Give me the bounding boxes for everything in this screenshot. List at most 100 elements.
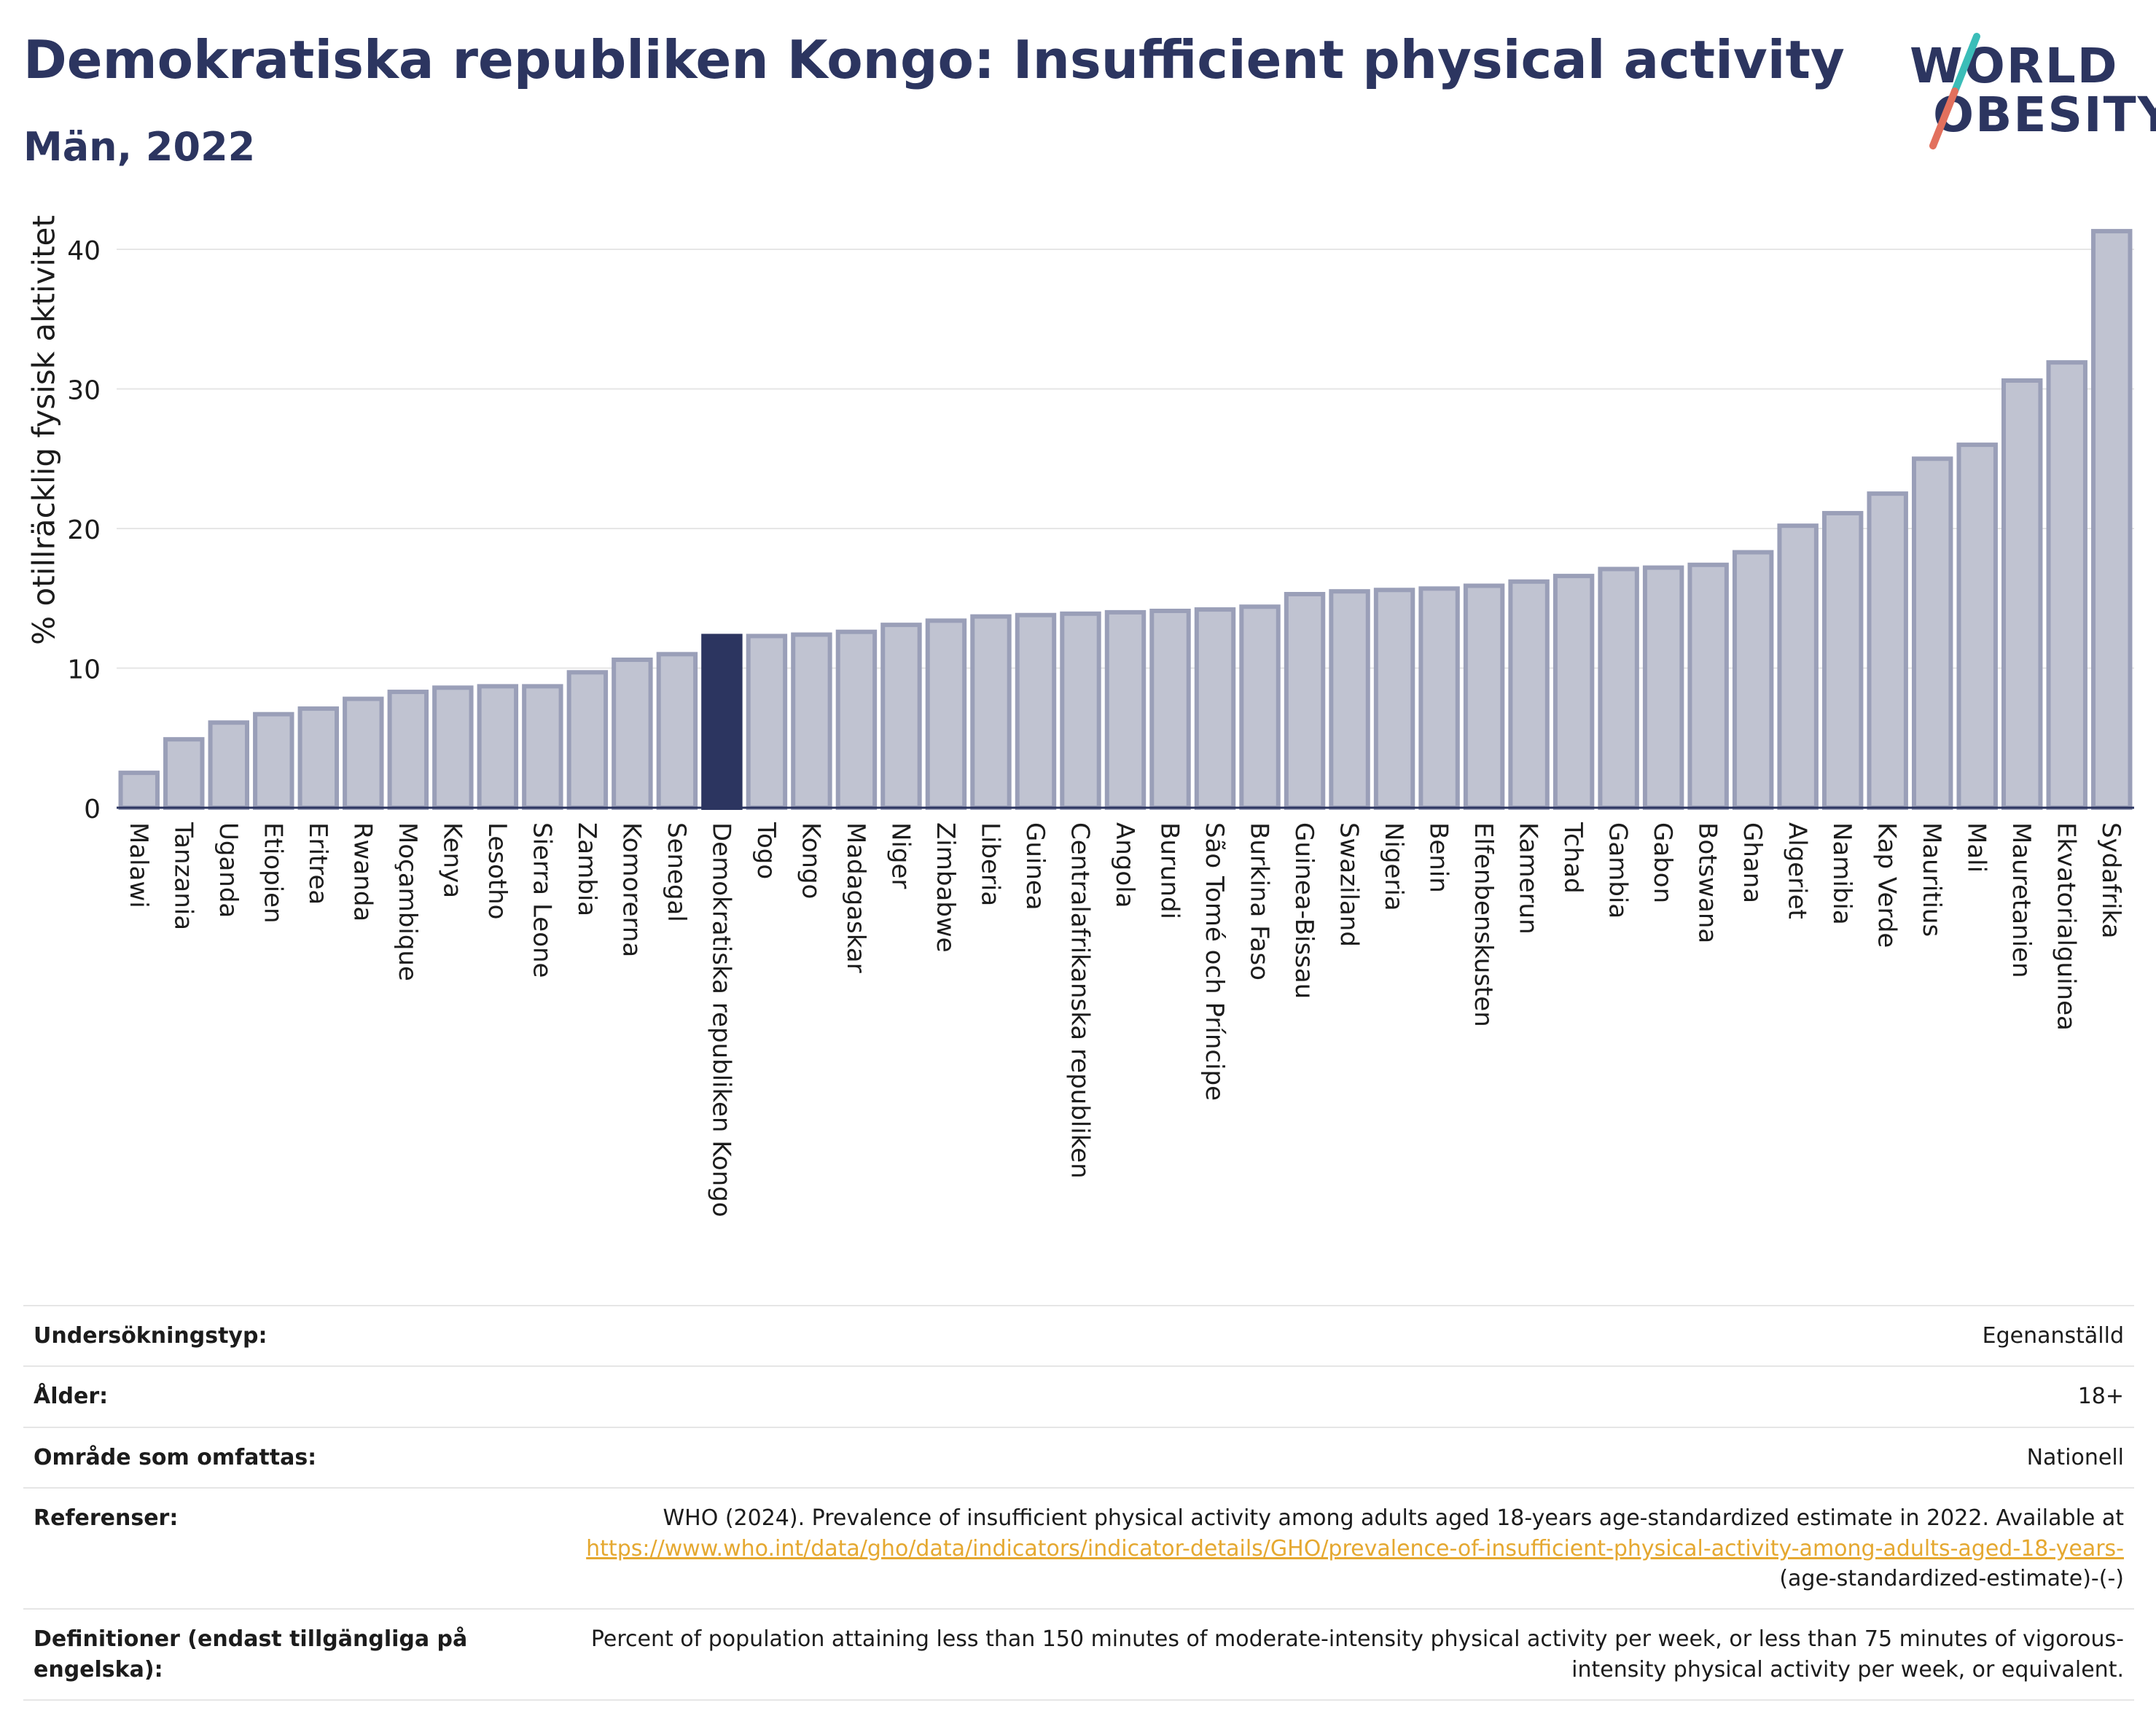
x-tick-label: Nigeria: [1379, 822, 1408, 911]
bar-komorerna[interactable]: [612, 658, 653, 811]
x-tick-label: São Tomé och Príncipe: [1200, 822, 1229, 1101]
y-tick-label: 20: [67, 515, 101, 545]
bar-kamerun[interactable]: [1508, 579, 1550, 811]
x-tick-label: Kamerun: [1514, 822, 1543, 935]
bar-burkina-faso[interactable]: [1239, 604, 1281, 810]
bar-malawi[interactable]: [118, 771, 160, 810]
info-value: Percent of population attaining less tha…: [590, 1626, 2124, 1683]
bar-nigeria[interactable]: [1373, 588, 1415, 810]
bar-mauretanien[interactable]: [2001, 378, 2043, 810]
bar-angola[interactable]: [1104, 609, 1147, 811]
page-subtitle: Män, 2022: [23, 124, 256, 170]
info-row-coverage: Område som omfattas: Nationell: [23, 1426, 2134, 1487]
bar-zimbabwe[interactable]: [925, 618, 967, 810]
bar-burundi[interactable]: [1149, 608, 1191, 810]
x-tick-label: Sydafrika: [2096, 822, 2125, 938]
bar-elfenbenskusten[interactable]: [1463, 583, 1505, 810]
x-tick-label: Kongo: [796, 822, 825, 899]
bar-chart: 0 10 20 30 40 Malawi Tanzania Uganda Etiopien Eri…: [67, 229, 2134, 1217]
bar-swaziland[interactable]: [1329, 589, 1370, 810]
x-tick-label: Moçambique: [393, 822, 422, 981]
x-tick-label: Zambia: [572, 822, 601, 916]
x-tick-label: Ghana: [1738, 822, 1767, 903]
bar-sierra-leone[interactable]: [522, 684, 563, 811]
info-label: Undersökningstyp:: [34, 1323, 267, 1349]
x-tick-label: Swaziland: [1335, 822, 1364, 947]
bar-gambia[interactable]: [1598, 566, 1639, 810]
reference-link[interactable]: https://www.who.int/data/gho/data/indica…: [586, 1535, 2124, 1562]
bar-tanzania[interactable]: [163, 737, 205, 810]
bar-algeriet[interactable]: [1777, 523, 1819, 810]
bar-rwanda[interactable]: [343, 696, 384, 810]
y-tick-label: 30: [67, 376, 101, 406]
bar-guinea[interactable]: [1015, 612, 1057, 810]
bar-madagaskar[interactable]: [835, 629, 878, 811]
bar-demokratiska-republiken-kongo[interactable]: [701, 633, 743, 811]
info-label: Definitioner (endast tillgängliga på eng…: [34, 1626, 468, 1683]
x-tick-label: Uganda: [214, 822, 243, 918]
x-tick-label: Eritrea: [303, 822, 332, 905]
bar-tchad[interactable]: [1552, 574, 1595, 810]
y-tick-label: 40: [67, 236, 101, 266]
bar-gabon[interactable]: [1642, 565, 1684, 810]
x-tick-label: Angola: [1110, 822, 1139, 908]
x-tick-label: Liberia: [975, 822, 1004, 906]
bar-etiopien[interactable]: [253, 711, 294, 810]
info-value: 18+: [2077, 1384, 2124, 1410]
bar-mauritius[interactable]: [1911, 456, 1953, 810]
x-tick-label: Zimbabwe: [931, 822, 960, 953]
x-tick-label: Senegal: [662, 822, 691, 922]
x-tick-label: Guinea-Bissau: [1289, 822, 1319, 999]
bar-togo[interactable]: [746, 633, 788, 811]
x-tick-label: Burkina Faso: [1245, 822, 1274, 980]
bar-liberia[interactable]: [970, 614, 1012, 811]
x-tick-label: Mauritius: [1917, 822, 1946, 937]
x-tick-label: Niger: [886, 822, 915, 889]
bar-namibia[interactable]: [1821, 510, 1864, 810]
info-label: Område som omfattas:: [34, 1444, 317, 1470]
info-row-survey-type: Undersökningstyp: Egenanställd: [23, 1305, 2134, 1365]
bar-kenya[interactable]: [432, 685, 474, 810]
bar-kap-verde[interactable]: [1867, 491, 1908, 810]
bar-niger[interactable]: [880, 623, 922, 811]
info-label: Ålder:: [34, 1384, 109, 1410]
logo-slash-icon: [1929, 33, 1980, 149]
x-tick-label: Komorerna: [617, 822, 646, 957]
x-tick-label: Lesotho: [483, 822, 512, 919]
world-obesity-logo: WORLD OBESITY: [1895, 22, 2156, 153]
bar-botswana[interactable]: [1687, 562, 1729, 810]
x-tick-label: Namibia: [1827, 822, 1856, 925]
x-tick-label: Sierra Leone: [527, 822, 556, 978]
bar-sydafrika[interactable]: [2091, 229, 2133, 811]
logo-word-world: WORLD: [1910, 38, 2119, 94]
x-tick-label: Mauretanien: [2007, 822, 2036, 978]
x-tick-label: Benin: [1424, 822, 1453, 893]
bar-zambia[interactable]: [566, 670, 609, 810]
x-tick-label: Demokratiska republiken Kongo: [706, 822, 735, 1217]
bar-eritrea[interactable]: [297, 706, 340, 810]
info-value: Egenanställd: [1982, 1323, 2124, 1349]
bar-lesotho[interactable]: [477, 684, 519, 811]
info-row-definitions: Definitioner (endast tillgängliga på eng…: [23, 1608, 2134, 1701]
info-table: Undersökningstyp: Egenanställd Ålder: 18…: [23, 1305, 2134, 1701]
x-tick-label: Etiopien: [258, 822, 287, 924]
reference-tail: (age-standardized-estimate)-(-): [1779, 1565, 2124, 1591]
bar-kongo[interactable]: [791, 632, 832, 810]
x-tick-label: Madagaskar: [841, 822, 870, 973]
bar-guinea-bissau[interactable]: [1284, 592, 1326, 810]
bar-ghana[interactable]: [1732, 550, 1774, 810]
info-value: Nationell: [2026, 1444, 2124, 1470]
bar-senegal[interactable]: [656, 652, 698, 810]
bar-ekvatorialguinea[interactable]: [2046, 360, 2087, 811]
x-tick-label: Malawi: [124, 822, 153, 908]
x-tick-label: Elfenbenskusten: [1469, 822, 1498, 1027]
y-tick-label: 0: [84, 795, 101, 824]
x-tick-label: Mali: [1962, 822, 1991, 873]
bar-s-o-tom-och-pr-ncipe[interactable]: [1194, 607, 1236, 810]
bar-benin[interactable]: [1418, 586, 1460, 810]
bar-mali[interactable]: [1956, 442, 1998, 810]
bar-uganda[interactable]: [208, 720, 249, 810]
bar-mo-ambique[interactable]: [387, 690, 429, 810]
bar-centralafrikanska-republiken[interactable]: [1060, 611, 1101, 810]
x-tick-label: Ekvatorialguinea: [2052, 822, 2081, 1031]
